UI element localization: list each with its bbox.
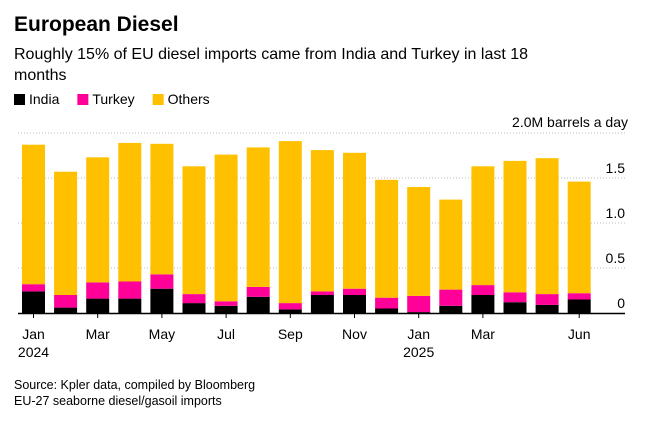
bar-india-2024-08: [246, 296, 270, 313]
bar-others-2025-03: [471, 166, 495, 286]
bar-india-2025-02: [439, 305, 463, 313]
y-tick-label: 1.0: [606, 205, 626, 221]
bar-turkey-2025-04: [503, 292, 527, 303]
bar-india-2024-11: [343, 295, 366, 313]
x-tick-label: Jan: [407, 326, 430, 342]
bar-turkey-2024-04: [118, 281, 142, 299]
source-line-2: EU-27 seaborne diesel/gasoil imports: [14, 394, 222, 408]
bar-india-2024-05: [150, 288, 174, 313]
chart-title: European Diesel: [14, 13, 179, 36]
bar-india-2024-06: [182, 303, 206, 313]
bar-turkey-2024-11: [343, 288, 366, 295]
bar-turkey-2024-12: [375, 297, 399, 309]
x-tick-label: Nov: [342, 326, 367, 342]
bar-india-2025-03: [471, 295, 495, 313]
bar-india-2024-03: [86, 298, 110, 313]
legend-swatch-india: [14, 94, 25, 105]
bar-india-2024-04: [118, 298, 142, 313]
bar-others-2024-12: [375, 179, 399, 298]
x-tick-label: May: [149, 326, 175, 342]
bar-others-2024-03: [86, 157, 110, 283]
legend-label-turkey: Turkey: [92, 91, 134, 107]
y-axis: 0 0.5 1.0 1.5 2.0M barrels a day: [512, 114, 628, 311]
bar-others-2024-11: [343, 152, 366, 289]
bar-others-2024-10: [310, 150, 334, 292]
x-axis: Jan 2024 Mar May Jul Sep Nov Jan 2025 Mar Jun: [18, 312, 625, 360]
bar-others-2024-06: [182, 166, 206, 295]
bar-india-2024-01: [22, 291, 45, 313]
bar-turkey-2025-02: [439, 289, 463, 306]
bar-turkey-2024-10: [310, 291, 334, 295]
bar-india-2025-04: [503, 302, 527, 313]
legend-swatch-turkey: [77, 94, 89, 105]
x-tick-label: Jun: [568, 326, 591, 342]
bar-others-2024-05: [150, 143, 174, 275]
x-tick-label: Mar: [471, 326, 495, 342]
bar-turkey-2024-07: [214, 301, 238, 306]
bar-others-2025-01: [407, 187, 431, 296]
legend-label-india: India: [29, 91, 60, 107]
bar-others-2024-04: [118, 142, 142, 282]
bar-india-2025-06: [567, 299, 591, 313]
x-tick-label: Sep: [278, 326, 303, 342]
x-tick-label: Jan: [22, 326, 45, 342]
bar-others-2025-04: [503, 160, 527, 293]
chart-subtitle-line-2: months: [14, 67, 66, 84]
bar-india-2025-05: [535, 304, 559, 313]
x-tick-label: Jul: [217, 326, 235, 342]
legend: India Turkey Others: [14, 91, 210, 107]
legend-swatch-others: [152, 94, 164, 105]
bar-turkey-2024-01: [22, 284, 45, 292]
bar-others-2024-09: [278, 141, 302, 304]
x-tick-year-label: 2024: [18, 344, 49, 360]
bar-turkey-2025-01: [407, 295, 431, 313]
bar-turkey-2024-03: [86, 282, 110, 299]
x-tick-year-label: 2025: [403, 344, 434, 360]
bar-others-2025-02: [439, 199, 463, 290]
x-tick-label: Mar: [86, 326, 110, 342]
bar-turkey-2024-09: [278, 303, 302, 310]
source-line-1: Source: Kpler data, compiled by Bloomber…: [14, 378, 255, 392]
chart-subtitle-line-1: Roughly 15% of EU diesel imports came fr…: [14, 46, 528, 63]
bar-turkey-2025-03: [471, 285, 495, 295]
bar-others-2024-07: [214, 154, 238, 302]
bar-india-2024-09: [278, 309, 302, 313]
bar-turkey-2025-06: [567, 293, 591, 300]
bar-others-2025-05: [535, 158, 559, 295]
y-axis-unit-label: 2.0M barrels a day: [512, 114, 628, 130]
bar-india-2024-10: [310, 295, 334, 313]
bar-others-2025-06: [567, 181, 591, 294]
y-tick-label: 0.5: [606, 250, 626, 266]
bar-turkey-2025-05: [535, 294, 559, 305]
bar-others-2024-01: [22, 144, 45, 285]
bar-others-2024-02: [54, 171, 78, 295]
bar-india-2024-02: [54, 307, 78, 313]
legend-label-others: Others: [168, 91, 210, 107]
bar-others-2024-08: [246, 147, 270, 287]
bar-india-2024-07: [214, 305, 238, 313]
y-tick-label: 1.5: [606, 160, 626, 176]
bar-india-2024-12: [375, 308, 399, 313]
bars: [22, 141, 591, 313]
bar-turkey-2024-06: [182, 294, 206, 304]
bar-turkey-2024-02: [54, 295, 78, 308]
bar-turkey-2024-08: [246, 286, 270, 297]
y-tick-label: 0: [617, 295, 625, 311]
bar-turkey-2024-05: [150, 274, 174, 289]
bar-india-2025-01: [407, 312, 431, 313]
